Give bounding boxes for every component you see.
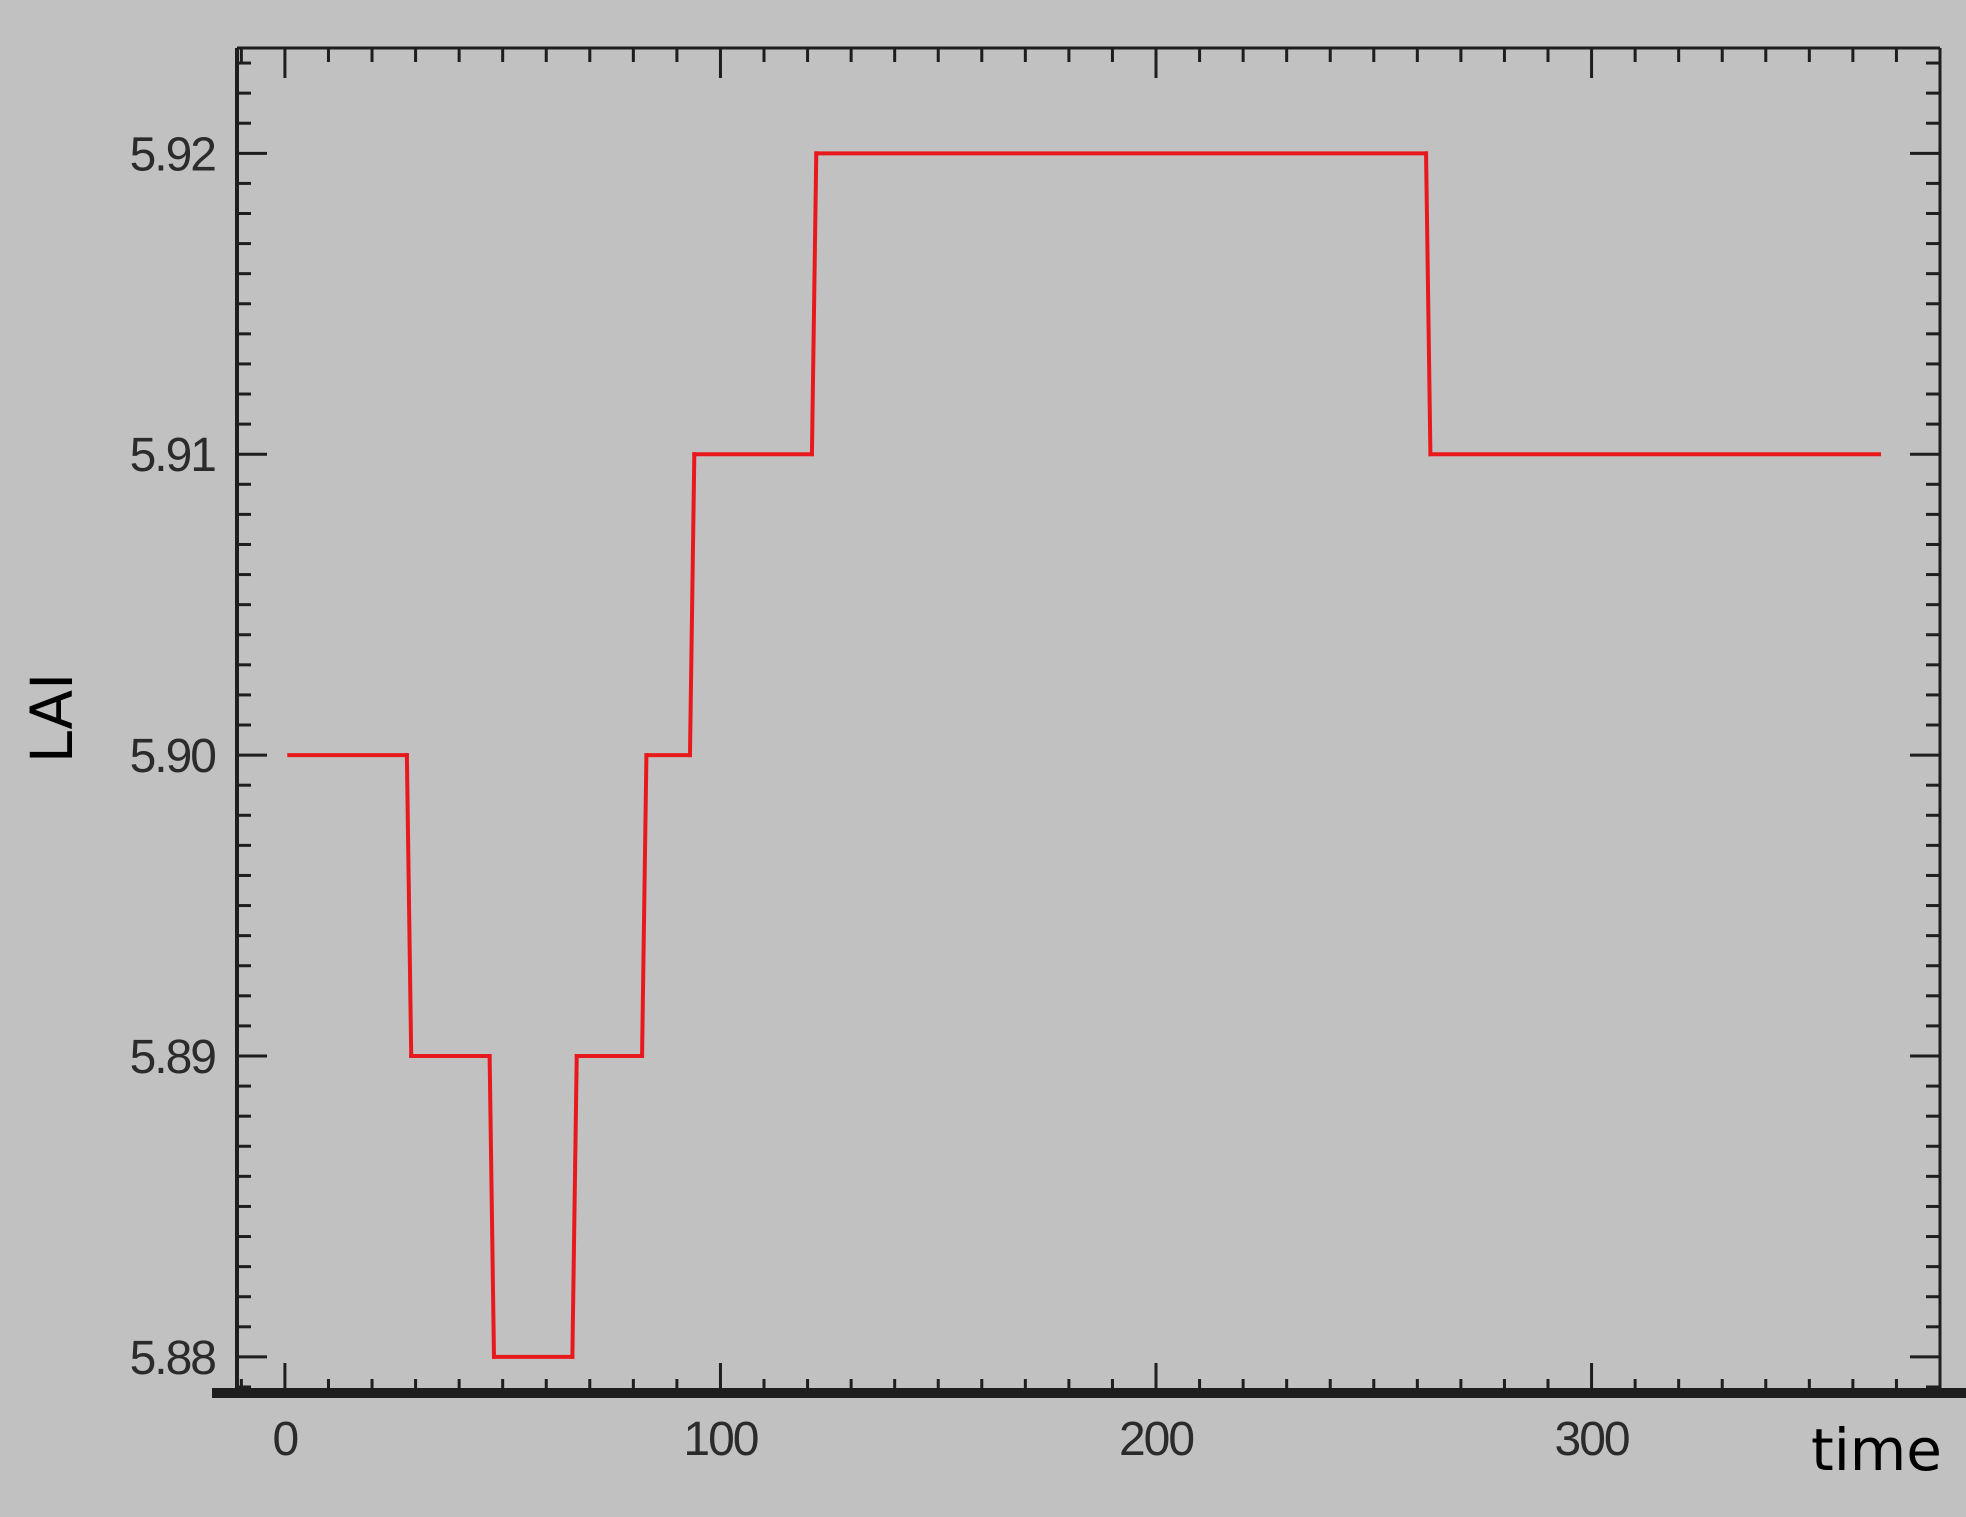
- x-axis-title: time: [1811, 1416, 1942, 1484]
- y-tick-label: 5.91: [130, 429, 216, 482]
- tick-labels: 5.88 5.89 5.90 5.91 5.92 0 100 200 300: [130, 128, 1631, 1466]
- series-line-segment: [487, 1053, 497, 1359]
- series-line-segment: [1424, 151, 1433, 457]
- x-tick-label: 200: [1119, 1413, 1193, 1466]
- series-line-segment: [809, 151, 819, 457]
- series-line-segment: [570, 1053, 579, 1359]
- series-line-segment: [687, 452, 697, 758]
- y-tick-label: 5.92: [130, 128, 216, 181]
- y-tick-label: 5.89: [130, 1031, 216, 1084]
- x-tick-label: 300: [1555, 1413, 1629, 1466]
- ticks: [237, 48, 1942, 1393]
- y-axis-title: LAI: [18, 673, 86, 763]
- series-line-segment: [404, 753, 414, 1059]
- axes: [212, 46, 1966, 1398]
- series: [287, 151, 1882, 1359]
- series-line-segment: [640, 753, 649, 1059]
- x-tick-label: 0: [273, 1413, 298, 1466]
- y-tick-label: 5.88: [130, 1332, 216, 1385]
- y-tick-label: 5.90: [130, 730, 216, 783]
- x-tick-label: 100: [683, 1413, 757, 1466]
